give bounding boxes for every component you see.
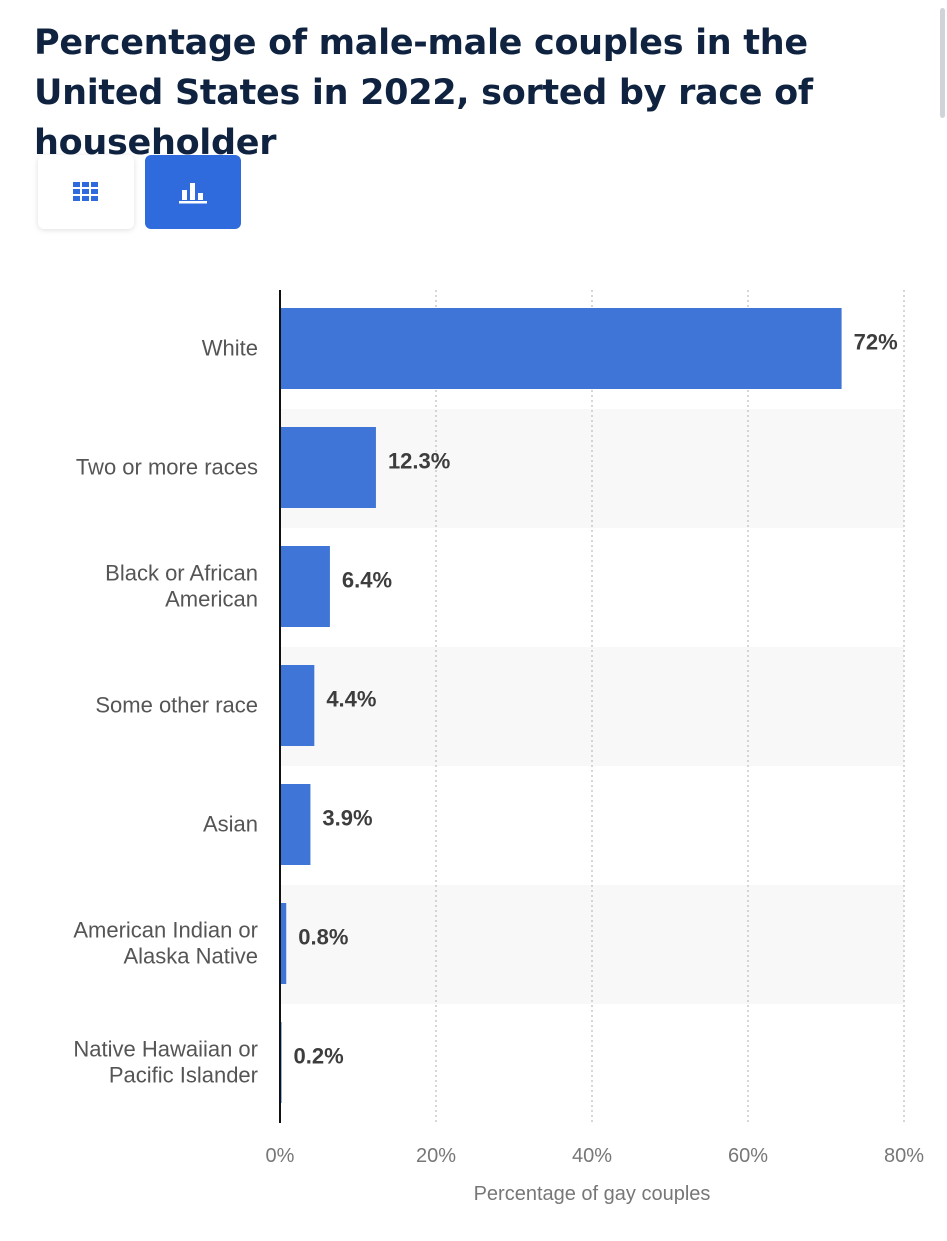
x-tick-label: 20% — [416, 1145, 456, 1167]
page-title: Percentage of male-male couples in the U… — [34, 23, 813, 163]
value-label: 0.8% — [298, 925, 348, 950]
category-label: Alaska Native — [123, 944, 258, 969]
value-label: 12.3% — [388, 449, 450, 474]
bar — [280, 308, 842, 389]
category-label: White — [202, 336, 258, 361]
category-label: Native Hawaiian or — [73, 1037, 258, 1062]
x-tick-label: 60% — [728, 1145, 768, 1167]
x-tick-label: 0% — [266, 1145, 295, 1167]
value-label: 72% — [854, 330, 898, 355]
value-label: 4.4% — [326, 687, 376, 712]
value-label: 0.2% — [294, 1044, 344, 1069]
value-label: 6.4% — [342, 568, 392, 593]
bar — [280, 784, 311, 865]
value-label: 3.9% — [322, 806, 372, 831]
category-label: Asian — [203, 812, 258, 837]
x-tick-label: 80% — [884, 1145, 924, 1167]
category-label: American — [165, 587, 258, 612]
category-label: Pacific Islander — [109, 1063, 258, 1088]
table-view-button[interactable] — [38, 155, 134, 229]
row-band — [280, 885, 904, 1004]
bar — [280, 903, 287, 984]
scrollbar-thumb[interactable] — [940, 8, 945, 118]
category-label: Two or more races — [76, 455, 258, 480]
chart-view-button[interactable] — [145, 155, 241, 229]
category-label: Black or African — [105, 561, 258, 586]
scrollbar[interactable] — [937, 0, 947, 120]
x-axis-title: Percentage of gay couples — [473, 1183, 711, 1205]
category-label: American Indian or — [73, 918, 258, 943]
x-tick-label: 40% — [572, 1145, 612, 1167]
bar — [280, 665, 315, 746]
category-label: Some other race — [95, 693, 258, 718]
grid-icon — [73, 182, 98, 201]
row-band — [280, 409, 904, 528]
bar-chart-icon — [179, 183, 207, 204]
bar — [280, 427, 376, 508]
bar — [280, 546, 330, 627]
